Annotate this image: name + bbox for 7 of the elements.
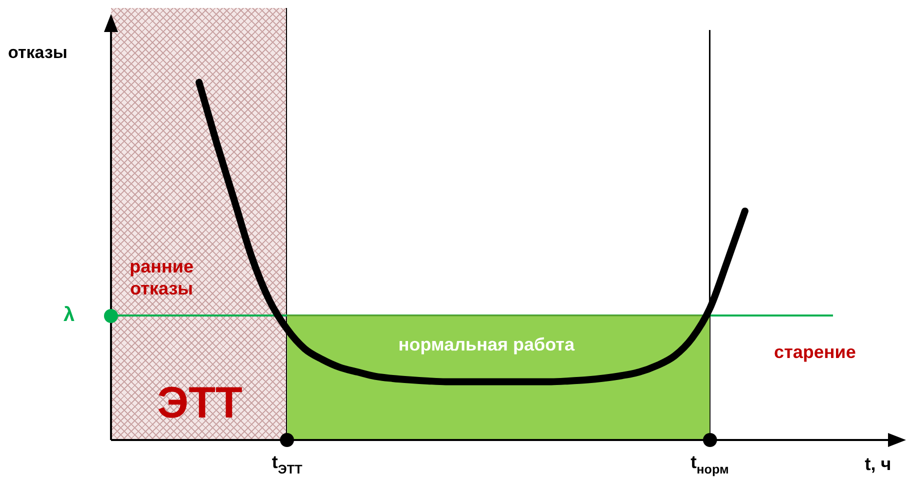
annotation: ранние отказы bbox=[130, 256, 194, 299]
x-axis-title: t, ч bbox=[864, 454, 892, 474]
annotation: старение bbox=[774, 342, 856, 362]
annotation: ЭТТ bbox=[157, 378, 242, 428]
annotation: нормальная работа bbox=[398, 334, 576, 355]
ref-line-label: λ bbox=[63, 304, 75, 326]
y-axis-title: отказы bbox=[8, 43, 68, 62]
